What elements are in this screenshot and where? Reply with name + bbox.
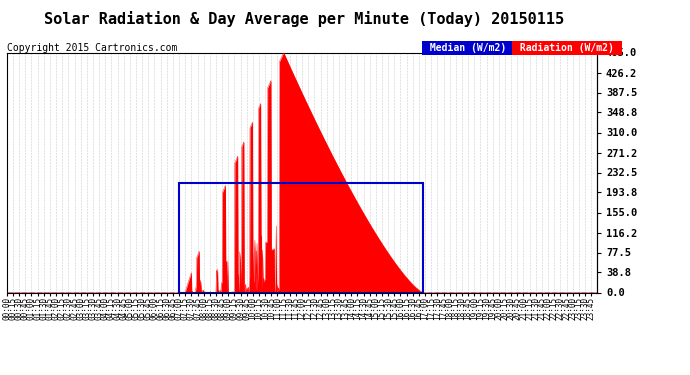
Text: Radiation (W/m2): Radiation (W/m2): [514, 43, 620, 53]
Text: Solar Radiation & Day Average per Minute (Today) 20150115: Solar Radiation & Day Average per Minute…: [43, 11, 564, 27]
Bar: [179, 183, 423, 292]
Text: Median (W/m2): Median (W/m2): [424, 43, 513, 53]
Text: Copyright 2015 Cartronics.com: Copyright 2015 Cartronics.com: [7, 43, 177, 53]
